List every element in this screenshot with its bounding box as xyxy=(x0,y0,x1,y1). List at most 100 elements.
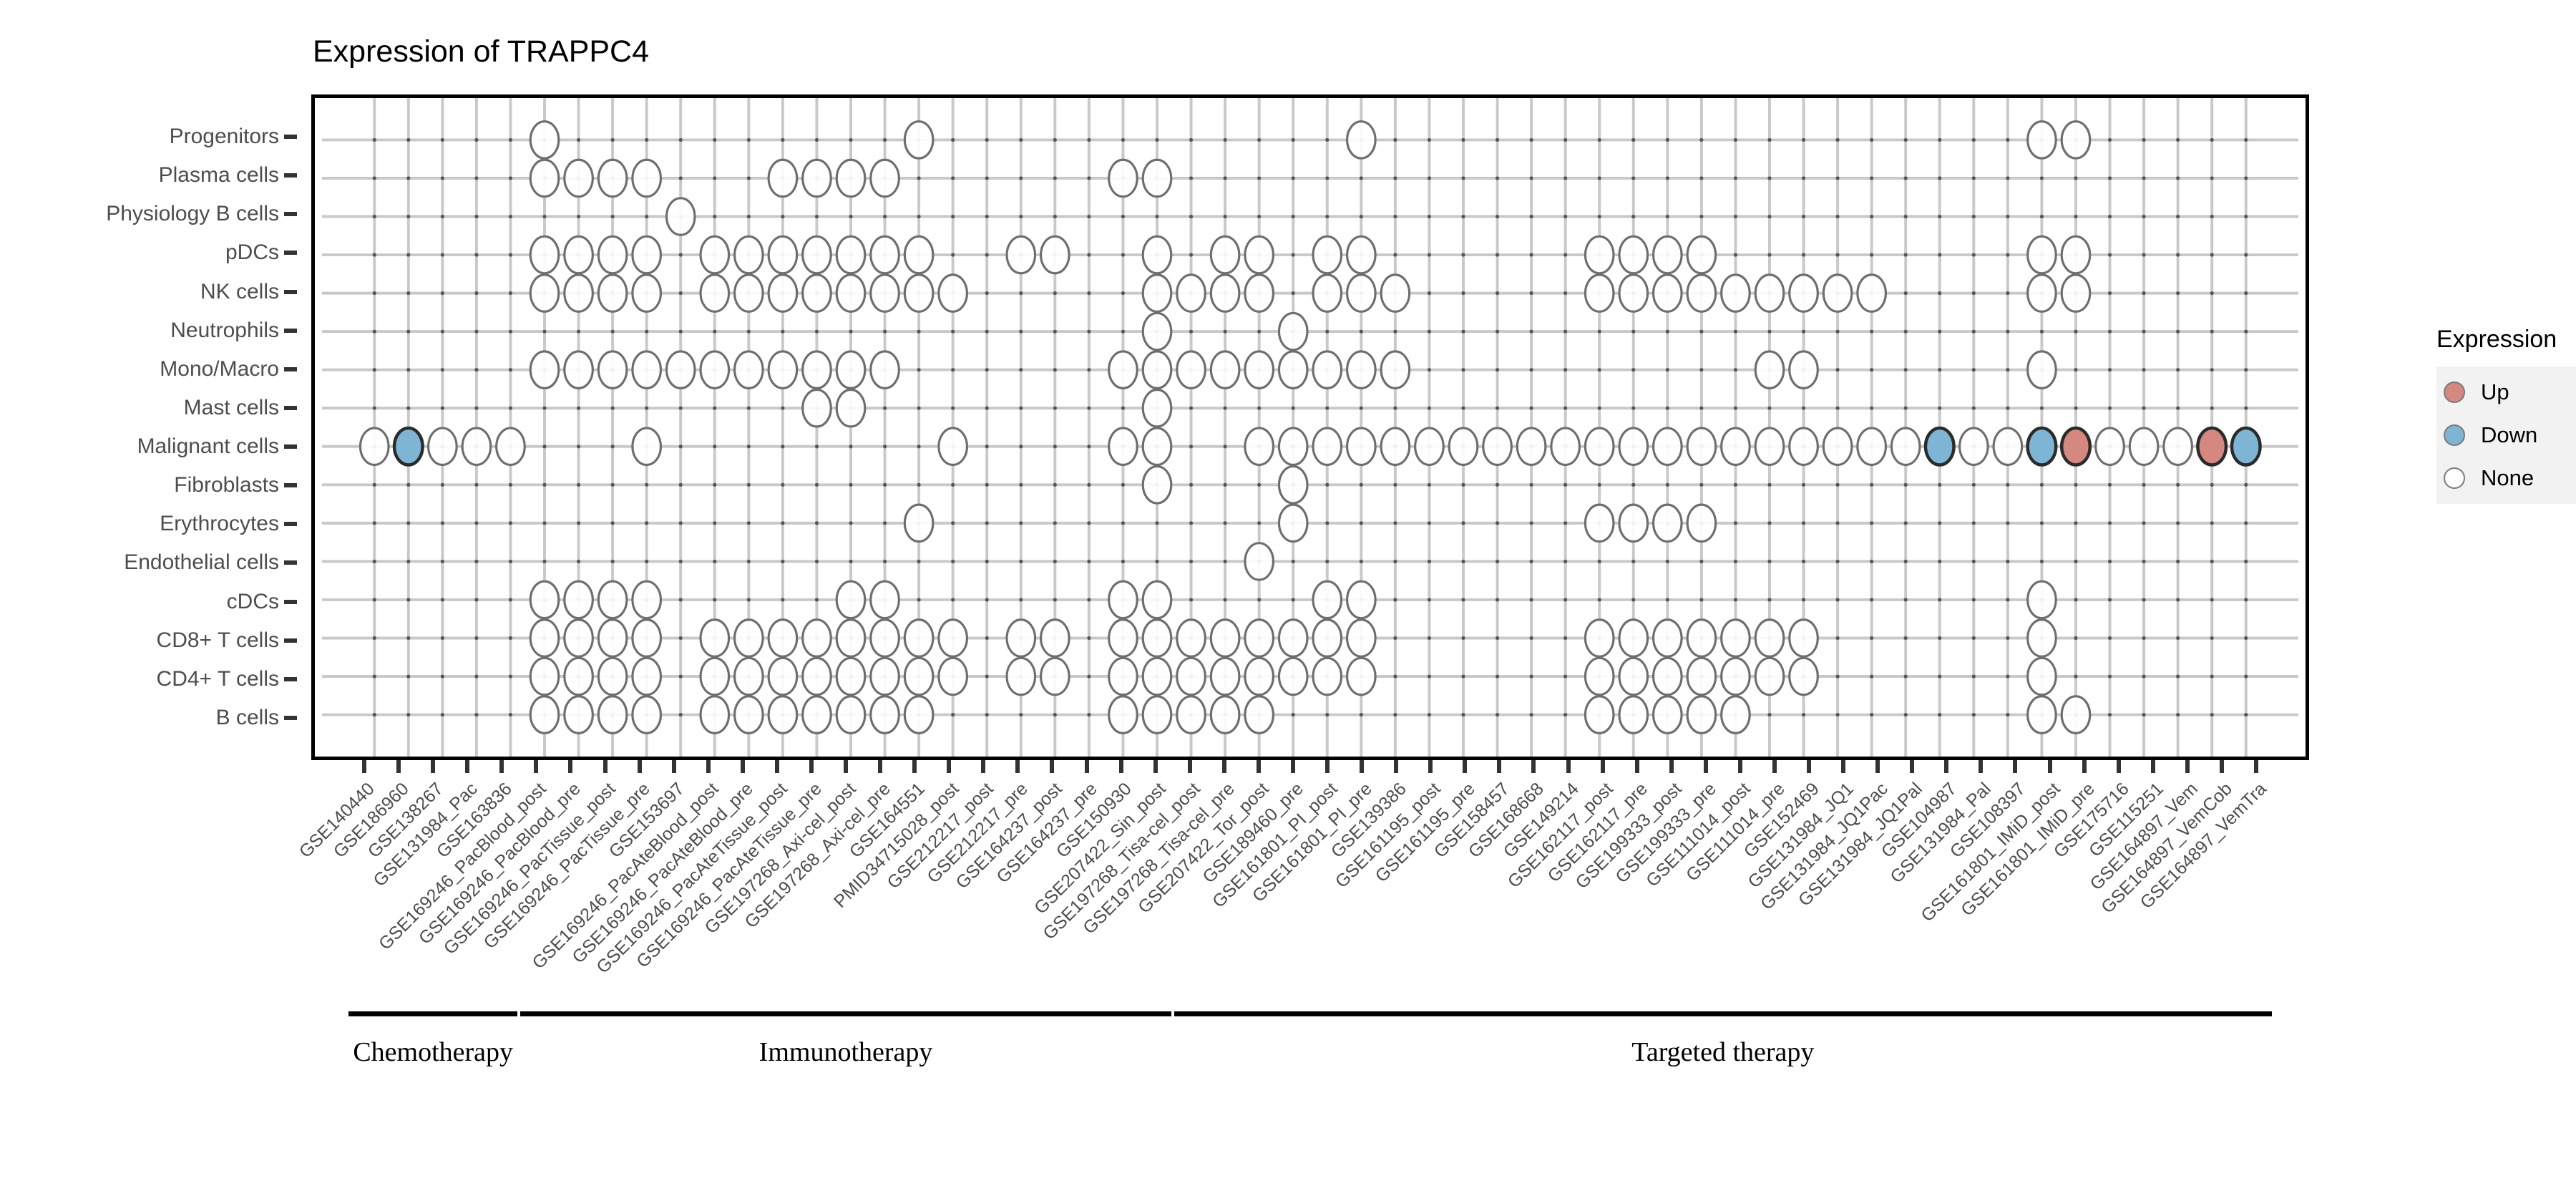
expression-dot[interactable] xyxy=(2060,235,2092,275)
expression-dot[interactable] xyxy=(1754,656,1785,696)
expression-dot[interactable] xyxy=(699,235,731,275)
expression-dot[interactable] xyxy=(1141,618,1173,658)
expression-dot[interactable] xyxy=(937,656,969,696)
expression-dot[interactable] xyxy=(1380,350,1411,389)
expression-dot[interactable] xyxy=(597,273,628,313)
expression-dot[interactable] xyxy=(835,235,867,275)
expression-dot[interactable] xyxy=(2026,235,2057,275)
expression-dot[interactable] xyxy=(597,656,628,696)
legend-item[interactable]: None xyxy=(2436,457,2576,500)
expression-dot[interactable] xyxy=(665,350,696,389)
expression-dot[interactable] xyxy=(1652,656,1683,696)
expression-dot[interactable] xyxy=(2026,618,2057,658)
expression-dot[interactable] xyxy=(869,235,900,275)
expression-dot[interactable] xyxy=(2060,120,2092,160)
expression-dot[interactable] xyxy=(1244,273,1275,313)
expression-dot[interactable] xyxy=(1788,656,1819,696)
expression-dot[interactable] xyxy=(1312,427,1343,467)
expression-dot[interactable] xyxy=(1822,427,1853,467)
expression-dot[interactable] xyxy=(869,580,900,620)
expression-dot[interactable] xyxy=(1312,656,1343,696)
expression-dot[interactable] xyxy=(699,618,731,658)
legend-item[interactable]: Down xyxy=(2436,414,2576,457)
expression-dot[interactable] xyxy=(903,656,935,696)
expression-dot[interactable] xyxy=(1822,273,1853,313)
expression-dot[interactable] xyxy=(631,427,663,467)
expression-dot[interactable] xyxy=(869,273,900,313)
expression-dot[interactable] xyxy=(2026,350,2057,389)
expression-dot[interactable] xyxy=(767,350,799,389)
expression-dot[interactable] xyxy=(1584,656,1615,696)
expression-dot[interactable] xyxy=(631,350,663,389)
expression-dot[interactable] xyxy=(937,427,969,467)
expression-dot[interactable] xyxy=(1108,618,1138,658)
expression-dot[interactable] xyxy=(1312,350,1343,389)
expression-dot[interactable] xyxy=(2060,273,2092,313)
expression-dot[interactable] xyxy=(1244,235,1275,275)
expression-dot[interactable] xyxy=(529,580,560,620)
expression-dot[interactable] xyxy=(1754,350,1785,389)
expression-dot[interactable] xyxy=(869,618,900,658)
expression-dot[interactable] xyxy=(699,273,731,313)
expression-dot[interactable] xyxy=(631,158,663,198)
expression-dot[interactable] xyxy=(699,656,731,696)
expression-dot[interactable] xyxy=(1209,618,1241,658)
expression-dot[interactable] xyxy=(835,388,867,428)
expression-dot[interactable] xyxy=(631,695,663,734)
expression-dot[interactable] xyxy=(1039,656,1070,696)
expression-dot[interactable] xyxy=(1652,695,1683,734)
expression-dot[interactable] xyxy=(2026,273,2057,313)
expression-dot[interactable] xyxy=(801,235,832,275)
expression-dot[interactable] xyxy=(1209,273,1241,313)
expression-dot[interactable] xyxy=(1652,503,1683,543)
expression-dot[interactable] xyxy=(1108,656,1138,696)
expression-dot[interactable] xyxy=(1039,618,1070,658)
expression-dot[interactable] xyxy=(1584,273,1615,313)
expression-dot[interactable] xyxy=(392,426,424,467)
expression-dot[interactable] xyxy=(1720,427,1751,467)
expression-dot[interactable] xyxy=(597,618,628,658)
expression-dot[interactable] xyxy=(1584,427,1615,467)
expression-dot[interactable] xyxy=(1482,427,1513,467)
expression-dot[interactable] xyxy=(1209,695,1241,734)
expression-dot[interactable] xyxy=(1414,427,1445,467)
expression-dot[interactable] xyxy=(903,695,935,734)
expression-dot[interactable] xyxy=(1176,273,1206,313)
expression-dot[interactable] xyxy=(1584,618,1615,658)
expression-dot[interactable] xyxy=(937,618,969,658)
expression-dot[interactable] xyxy=(563,273,594,313)
expression-dot[interactable] xyxy=(1345,580,1377,620)
expression-dot[interactable] xyxy=(835,580,867,620)
expression-dot[interactable] xyxy=(1277,503,1309,543)
expression-dot[interactable] xyxy=(1141,158,1173,198)
expression-dot[interactable] xyxy=(1244,542,1275,581)
expression-dot[interactable] xyxy=(835,350,867,389)
expression-dot[interactable] xyxy=(2060,695,2092,734)
expression-dot[interactable] xyxy=(1312,235,1343,275)
expression-dot[interactable] xyxy=(903,273,935,313)
expression-dot[interactable] xyxy=(1618,235,1649,275)
expression-dot[interactable] xyxy=(1958,427,1989,467)
expression-dot[interactable] xyxy=(1141,311,1173,351)
expression-dot[interactable] xyxy=(1652,427,1683,467)
expression-dot[interactable] xyxy=(1380,427,1411,467)
expression-dot[interactable] xyxy=(1277,656,1309,696)
expression-dot[interactable] xyxy=(835,158,867,198)
expression-dot[interactable] xyxy=(2026,426,2058,467)
expression-dot[interactable] xyxy=(1141,580,1173,620)
expression-dot[interactable] xyxy=(631,273,663,313)
expression-dot[interactable] xyxy=(1584,503,1615,543)
expression-dot[interactable] xyxy=(835,695,867,734)
expression-dot[interactable] xyxy=(631,656,663,696)
expression-dot[interactable] xyxy=(2026,695,2057,734)
expression-dot[interactable] xyxy=(2026,120,2057,160)
expression-dot[interactable] xyxy=(1141,273,1173,313)
expression-dot[interactable] xyxy=(801,158,832,198)
expression-dot[interactable] xyxy=(2230,426,2262,467)
expression-dot[interactable] xyxy=(1312,273,1343,313)
expression-dot[interactable] xyxy=(1345,656,1377,696)
expression-dot[interactable] xyxy=(631,618,663,658)
expression-dot[interactable] xyxy=(801,656,832,696)
expression-dot[interactable] xyxy=(1686,235,1717,275)
expression-dot[interactable] xyxy=(801,350,832,389)
